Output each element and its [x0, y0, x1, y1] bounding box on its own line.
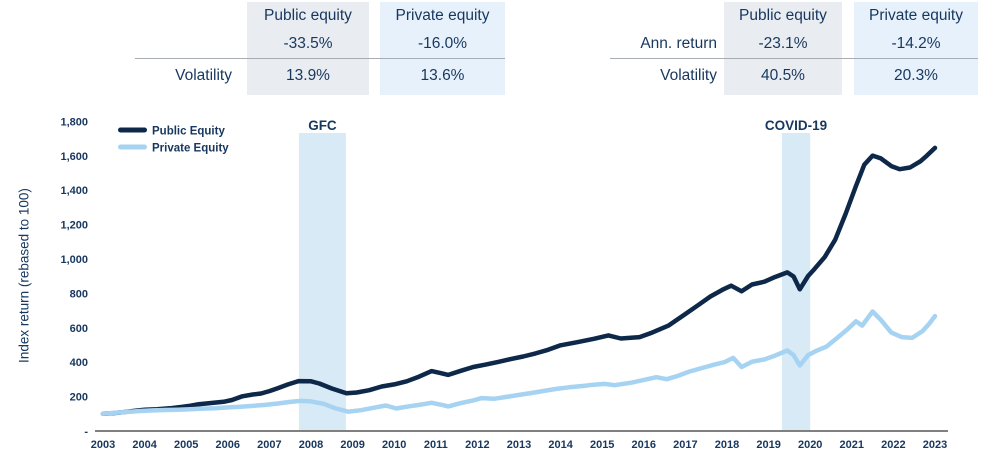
x-tick-0: 2003: [91, 439, 115, 451]
gfc-public-column-bg: [247, 2, 369, 95]
legend-label-0: Public Equity: [152, 126, 225, 138]
x-tick-5: 2008: [299, 439, 323, 451]
y-tick-5: 800: [70, 288, 88, 300]
x-tick-15: 2018: [715, 439, 739, 451]
x-tick-9: 2012: [465, 439, 489, 451]
event-label-1: COVID-19: [765, 118, 827, 133]
covid-volatility-private: 20.3%: [894, 67, 938, 84]
x-tick-2: 2005: [174, 439, 198, 451]
y-tick-0: 1,800: [60, 116, 88, 128]
x-tick-17: 2020: [798, 439, 822, 451]
x-tick-3: 2006: [216, 439, 240, 451]
gfc-volatility-private: 13.6%: [420, 67, 465, 84]
y-tick-7: 400: [70, 357, 88, 369]
x-tick-16: 2019: [756, 439, 780, 451]
covid-private-column-bg: [854, 2, 978, 95]
covid-volatility-label: Volatility: [660, 67, 717, 84]
y-tick-8: 200: [70, 392, 88, 404]
x-tick-20: 2023: [923, 439, 947, 451]
legend-swatch-1: [118, 144, 147, 150]
covid-private-header: Private equity: [869, 7, 963, 24]
series-line-1: [100, 309, 938, 417]
x-tick-1: 2004: [132, 439, 157, 451]
y-tick-3: 1,200: [60, 220, 88, 232]
gfc-ann-return-private: -16.0%: [417, 34, 468, 52]
x-tick-11: 2014: [548, 439, 573, 451]
legend-swatch-0: [118, 127, 147, 133]
x-tick-14: 2017: [673, 439, 697, 451]
covid-table-separator: [610, 58, 978, 59]
event-label-0: GFC: [308, 118, 337, 133]
x-tick-12: 2015: [590, 439, 614, 451]
x-tick-13: 2016: [632, 439, 656, 451]
x-tick-8: 2011: [424, 439, 448, 451]
covid-ann-return-private: -14.2%: [891, 34, 941, 52]
x-tick-6: 2009: [340, 439, 364, 451]
x-tick-19: 2022: [881, 439, 905, 451]
gfc-volatility-public: 13.9%: [286, 67, 330, 84]
gfc-public-header: Public equity: [264, 7, 352, 24]
covid-public-header: Public equity: [739, 7, 827, 24]
y-tick-2: 1,400: [60, 185, 88, 197]
gfc-ann-return-public: -33.5%: [283, 34, 333, 52]
gfc-private-column-bg: [380, 2, 505, 95]
gfc-volatility-label: Volatility: [175, 67, 232, 84]
covid-volatility-public: 40.5%: [761, 67, 805, 84]
covid-public-column-bg: [724, 2, 842, 95]
y-tick-9: -: [84, 426, 88, 438]
series-line-0: [100, 145, 938, 417]
covid-ann-return-public: -23.1%: [758, 34, 808, 52]
gfc-table-separator: [135, 58, 505, 59]
y-tick-6: 600: [70, 323, 88, 335]
x-tick-18: 2021: [840, 439, 864, 451]
covid-ann-return-label: Ann. return: [640, 34, 717, 52]
gfc-private-header: Private equity: [395, 7, 490, 24]
x-tick-4: 2007: [257, 439, 281, 451]
y-tick-4: 1,000: [60, 254, 88, 266]
y-tick-1: 1,600: [60, 151, 88, 163]
x-tick-10: 2013: [507, 439, 531, 451]
x-tick-7: 2010: [382, 439, 406, 451]
legend-label-1: Private Equity: [152, 143, 229, 155]
